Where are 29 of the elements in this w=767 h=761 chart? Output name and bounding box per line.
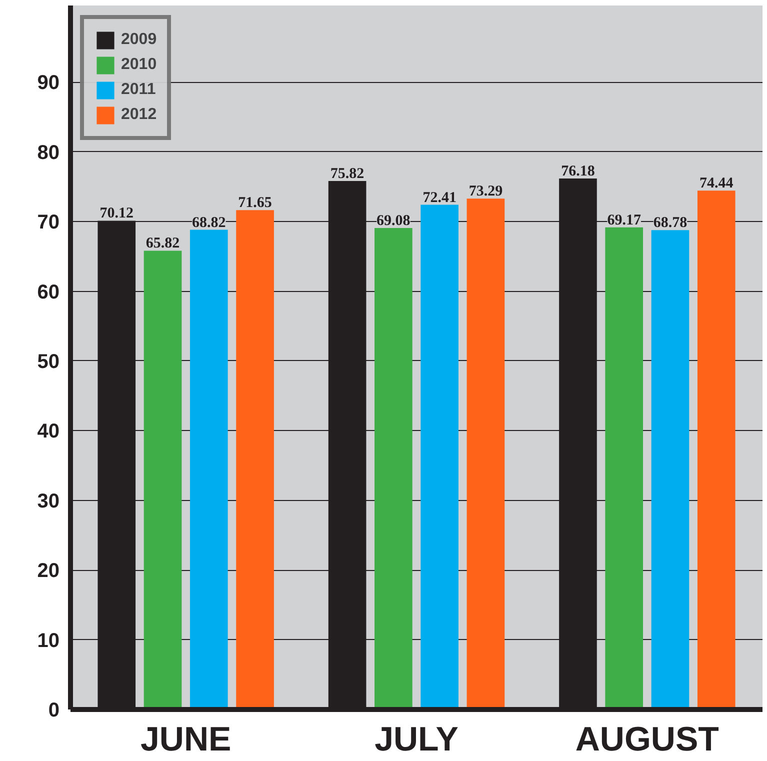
data-label: 65.82: [146, 236, 180, 252]
y-tick-label: 0: [48, 700, 60, 722]
y-tick-label: 50: [37, 350, 60, 373]
legend-label: 2012: [121, 106, 157, 124]
y-tick-label: 30: [37, 490, 60, 512]
y-tick-label: 70: [37, 212, 60, 234]
data-label: 68.78: [653, 215, 688, 232]
legend-label: 2010: [121, 56, 157, 74]
data-label: 74.44: [699, 176, 734, 192]
y-tick-label: 60: [37, 281, 60, 304]
legend-label: 2009: [121, 31, 157, 49]
x-tick-label: AUGUST: [575, 720, 720, 758]
y-tick-label: 10: [37, 630, 60, 652]
y-tick-label: 80: [37, 142, 60, 164]
data-label: 69.17: [607, 212, 642, 228]
data-label: 68.82: [192, 214, 226, 231]
y-tick-label: 20: [37, 560, 60, 582]
data-label: 72.41: [422, 190, 456, 206]
legend-label: 2011: [121, 81, 156, 99]
data-label: 75.82: [330, 166, 364, 182]
x-tick-label: JUNE: [140, 720, 232, 758]
y-tick-label: 40: [37, 420, 60, 443]
x-tick-label: JULY: [374, 720, 459, 758]
data-label: 69.08: [376, 212, 410, 229]
data-label: 71.65: [238, 195, 272, 212]
data-label: 73.29: [468, 184, 503, 200]
data-label: 70.12: [100, 206, 134, 222]
data-label: 76.18: [561, 164, 595, 180]
y-tick-label: 90: [37, 72, 60, 94]
